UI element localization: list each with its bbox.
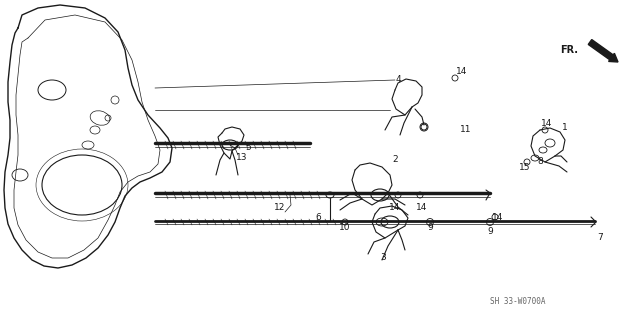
Text: 11: 11 [460, 125, 472, 135]
Text: 6: 6 [315, 213, 321, 222]
Text: 4: 4 [395, 76, 401, 85]
Text: FR.: FR. [560, 45, 578, 55]
Text: 15: 15 [519, 164, 531, 173]
Text: 13: 13 [236, 153, 248, 162]
Text: 14: 14 [389, 204, 401, 212]
Text: 1: 1 [562, 123, 568, 132]
Text: 10: 10 [339, 224, 351, 233]
FancyArrow shape [588, 40, 618, 62]
Text: SH 33-W0700A: SH 33-W0700A [490, 298, 545, 307]
Text: 9: 9 [427, 224, 433, 233]
Text: 5: 5 [245, 144, 251, 152]
Text: 14: 14 [416, 204, 428, 212]
Text: 2: 2 [392, 155, 398, 165]
Text: 12: 12 [275, 204, 285, 212]
Text: 14: 14 [492, 213, 504, 222]
Text: 9: 9 [487, 227, 493, 236]
Text: 8: 8 [537, 158, 543, 167]
Text: 14: 14 [456, 68, 468, 77]
Text: 14: 14 [541, 120, 553, 129]
Text: 7: 7 [597, 234, 603, 242]
Text: 3: 3 [380, 254, 386, 263]
